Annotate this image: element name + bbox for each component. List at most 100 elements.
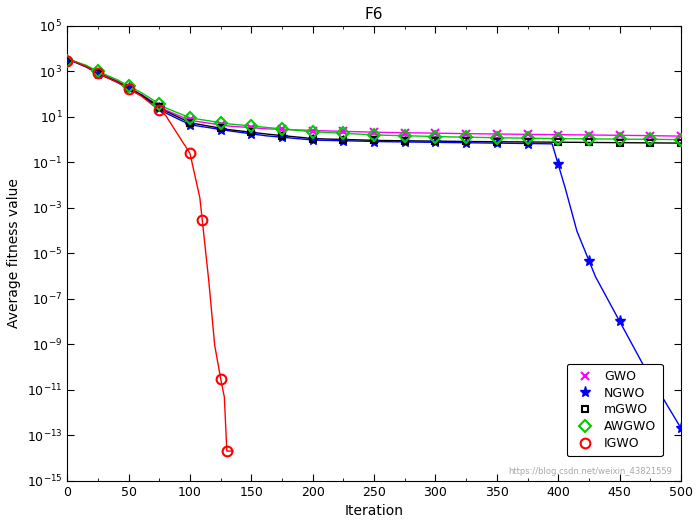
NGWO bbox=[584, 258, 593, 264]
mGWO bbox=[493, 139, 501, 145]
NGWO bbox=[125, 85, 133, 91]
GWO bbox=[186, 117, 194, 123]
NGWO bbox=[524, 140, 532, 146]
AWGWO bbox=[370, 132, 378, 138]
mGWO bbox=[94, 70, 102, 76]
GWO bbox=[94, 69, 102, 76]
NGWO bbox=[431, 139, 440, 145]
AWGWO bbox=[340, 130, 348, 136]
Legend: GWO, NGWO, mGWO, AWGWO, IGWO: GWO, NGWO, mGWO, AWGWO, IGWO bbox=[566, 364, 662, 456]
AWGWO bbox=[646, 136, 654, 142]
NGWO bbox=[94, 70, 102, 77]
AWGWO bbox=[400, 133, 409, 139]
Line: NGWO: NGWO bbox=[62, 55, 687, 434]
AWGWO bbox=[431, 133, 440, 140]
IGWO bbox=[155, 107, 163, 113]
Line: AWGWO: AWGWO bbox=[63, 56, 685, 144]
mGWO bbox=[278, 132, 286, 139]
NGWO bbox=[247, 131, 256, 137]
NGWO bbox=[554, 161, 563, 167]
NGWO bbox=[278, 134, 286, 140]
NGWO bbox=[400, 139, 409, 145]
AWGWO bbox=[278, 126, 286, 132]
GWO bbox=[677, 133, 685, 139]
GWO bbox=[431, 130, 440, 136]
mGWO bbox=[309, 135, 317, 142]
mGWO bbox=[615, 140, 624, 146]
GWO bbox=[524, 131, 532, 138]
mGWO bbox=[677, 140, 685, 146]
IGWO bbox=[125, 86, 133, 92]
mGWO bbox=[554, 139, 563, 145]
NGWO bbox=[677, 425, 685, 432]
mGWO bbox=[370, 137, 378, 143]
AWGWO bbox=[554, 135, 563, 142]
Line: IGWO: IGWO bbox=[62, 56, 232, 456]
IGWO bbox=[216, 376, 225, 382]
AWGWO bbox=[186, 115, 194, 121]
NGWO bbox=[615, 318, 624, 324]
NGWO bbox=[63, 57, 71, 64]
GWO bbox=[615, 132, 624, 139]
NGWO bbox=[216, 127, 225, 133]
mGWO bbox=[462, 138, 470, 144]
AWGWO bbox=[493, 134, 501, 141]
AWGWO bbox=[309, 129, 317, 135]
NGWO bbox=[155, 105, 163, 111]
AWGWO bbox=[615, 136, 624, 142]
AWGWO bbox=[524, 135, 532, 141]
mGWO bbox=[216, 125, 225, 131]
mGWO bbox=[431, 138, 440, 144]
NGWO bbox=[462, 140, 470, 146]
mGWO bbox=[186, 120, 194, 126]
AWGWO bbox=[155, 101, 163, 107]
AWGWO bbox=[584, 136, 593, 142]
GWO bbox=[125, 84, 133, 90]
NGWO bbox=[186, 122, 194, 128]
NGWO bbox=[340, 138, 348, 144]
GWO bbox=[155, 103, 163, 109]
NGWO bbox=[370, 139, 378, 145]
GWO bbox=[400, 130, 409, 136]
GWO bbox=[584, 132, 593, 138]
mGWO bbox=[646, 140, 654, 146]
NGWO bbox=[646, 374, 654, 380]
AWGWO bbox=[216, 120, 225, 126]
Y-axis label: Average fitness value: Average fitness value bbox=[7, 178, 21, 328]
IGWO bbox=[94, 70, 102, 76]
AWGWO bbox=[462, 134, 470, 140]
AWGWO bbox=[125, 82, 133, 89]
GWO bbox=[63, 57, 71, 64]
Line: mGWO: mGWO bbox=[64, 57, 685, 146]
IGWO bbox=[223, 448, 231, 454]
mGWO bbox=[247, 129, 256, 135]
GWO bbox=[216, 122, 225, 128]
GWO bbox=[646, 132, 654, 139]
mGWO bbox=[524, 139, 532, 145]
IGWO bbox=[198, 216, 206, 223]
GWO bbox=[340, 128, 348, 134]
Title: F6: F6 bbox=[365, 7, 384, 22]
X-axis label: Iteration: Iteration bbox=[344, 504, 404, 518]
AWGWO bbox=[677, 136, 685, 143]
NGWO bbox=[493, 140, 501, 146]
AWGWO bbox=[247, 123, 256, 129]
mGWO bbox=[125, 85, 133, 91]
AWGWO bbox=[63, 57, 71, 64]
mGWO bbox=[155, 104, 163, 110]
GWO bbox=[493, 131, 501, 137]
IGWO bbox=[63, 57, 71, 64]
GWO bbox=[278, 126, 286, 132]
GWO bbox=[309, 128, 317, 134]
mGWO bbox=[584, 139, 593, 145]
Line: GWO: GWO bbox=[63, 56, 685, 140]
mGWO bbox=[400, 138, 409, 144]
GWO bbox=[554, 131, 563, 138]
mGWO bbox=[340, 136, 348, 143]
AWGWO bbox=[94, 68, 102, 75]
IGWO bbox=[186, 150, 194, 156]
GWO bbox=[462, 131, 470, 137]
GWO bbox=[247, 124, 256, 131]
Text: https://blog.csdn.net/weixin_43821559: https://blog.csdn.net/weixin_43821559 bbox=[508, 467, 672, 476]
mGWO bbox=[63, 57, 71, 64]
